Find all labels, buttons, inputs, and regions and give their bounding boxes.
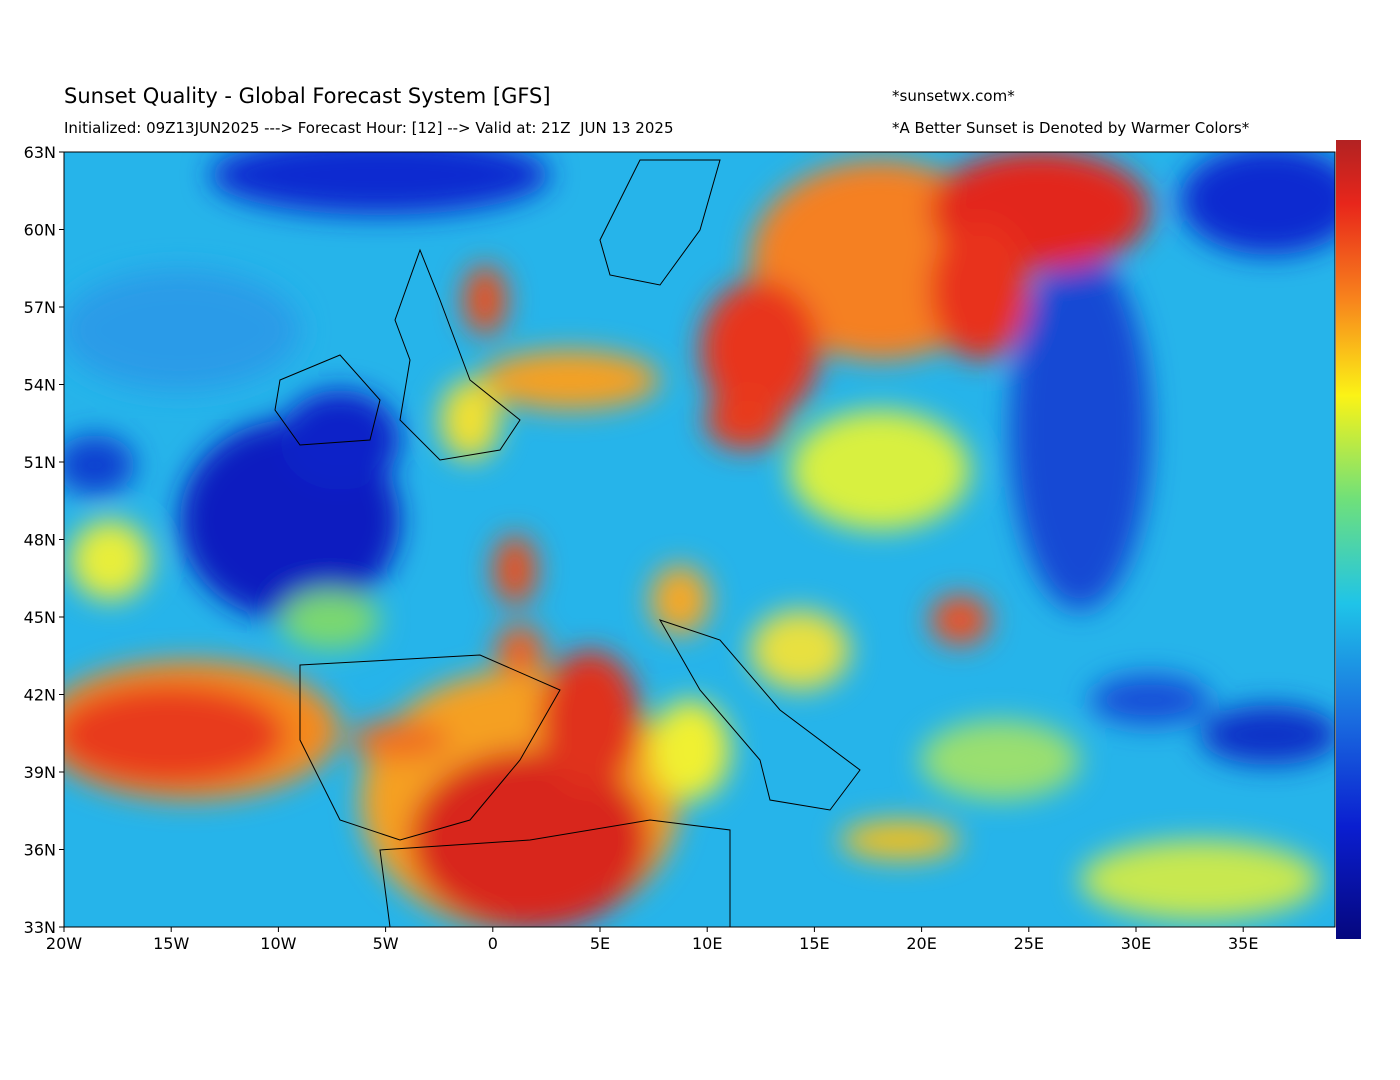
lat-label: 60N [24, 221, 56, 240]
lon-label: 30E [1121, 934, 1151, 953]
lon-label: 25E [1014, 934, 1044, 953]
lon-label: 35E [1228, 934, 1258, 953]
lon-label: 5W [373, 934, 399, 953]
lon-label: 20E [906, 934, 936, 953]
map-subtitle: Initialized: 09Z13JUN2025 ---> Forecast … [64, 119, 674, 137]
lon-label: 15E [799, 934, 829, 953]
lon-label: 10W [260, 934, 296, 953]
lat-label: 33N [24, 918, 56, 937]
lon-label: 5E [590, 934, 610, 953]
lon-label: 0 [488, 934, 498, 953]
lat-label: 63N [24, 143, 56, 162]
lat-label: 54N [24, 376, 56, 395]
lat-label: 39N [24, 763, 56, 782]
lat-label: 57N [24, 298, 56, 317]
lat-label: 51N [24, 453, 56, 472]
lon-label: 15W [153, 934, 189, 953]
colorbar [1336, 140, 1361, 939]
forecast-field [64, 152, 1335, 927]
lon-label: 20W [46, 934, 82, 953]
lat-label: 45N [24, 608, 56, 627]
lat-label: 42N [24, 686, 56, 705]
coastlines [274, 159, 861, 927]
map-title: Sunset Quality - Global Forecast System … [64, 84, 551, 108]
site-label: *sunsetwx.com* [892, 87, 1015, 105]
note-label: *A Better Sunset is Denoted by Warmer Co… [892, 119, 1250, 137]
lon-label: 10E [692, 934, 722, 953]
lat-label: 36N [24, 841, 56, 860]
lat-label: 48N [24, 531, 56, 550]
